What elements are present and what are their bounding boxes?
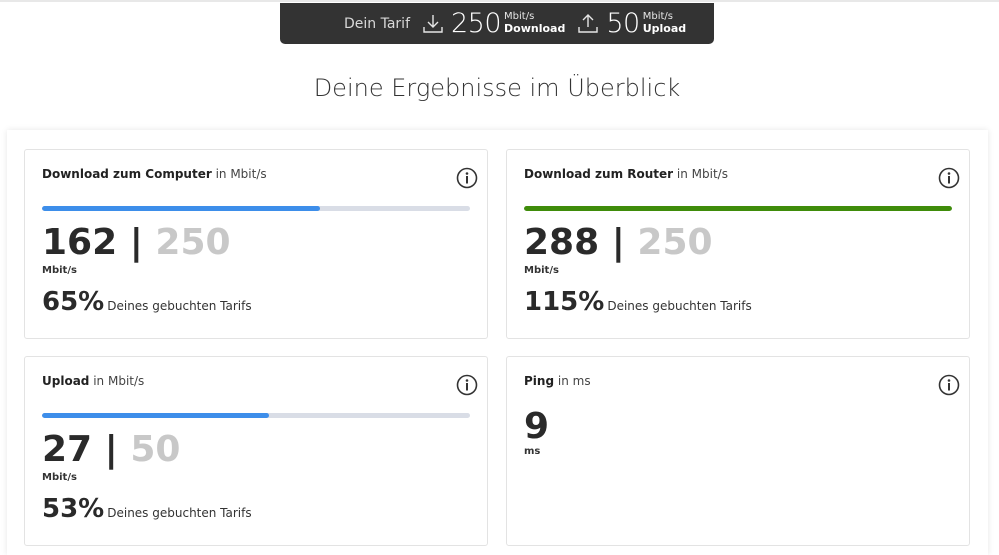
info-icon[interactable] <box>938 374 960 396</box>
card-title: Ping in ms <box>524 374 591 388</box>
tarif-bar: Dein Tarif 250 Mbit/s Download 50 Mbit/s… <box>280 3 714 44</box>
card-title-text: Ping <box>524 374 555 388</box>
card-title-text: Download zum Computer <box>42 167 212 181</box>
card-title-unit: in ms <box>557 374 591 388</box>
value-unit: Mbit/s <box>524 265 559 276</box>
tarif-upload-unit: Mbit/s <box>642 11 673 23</box>
page-title: Deine Ergebnisse im Überblick <box>313 74 681 102</box>
progress-track <box>42 413 470 418</box>
percent-text: Deines gebuchten Tarifs <box>607 299 752 313</box>
measured-value: 9 <box>524 406 550 447</box>
value-unit: Mbit/s <box>42 265 77 276</box>
info-icon[interactable] <box>456 167 478 189</box>
measured-value-line: 9 <box>524 409 549 445</box>
measured-value: 27 <box>42 429 93 470</box>
top-divider <box>0 0 999 2</box>
value-separator: | <box>129 222 143 263</box>
percent-value: 65% <box>42 287 105 317</box>
tarif-download-unit: Mbit/s <box>504 11 535 23</box>
tarif-max-value: 50 <box>130 429 181 470</box>
progress-fill <box>42 413 269 418</box>
tarif-upload-value: 50 <box>606 8 640 39</box>
card-title-text: Upload <box>42 374 90 388</box>
card-title-unit: in Mbit/s <box>215 167 267 181</box>
card-ping: Ping in ms 9 ms <box>506 356 970 546</box>
info-icon[interactable] <box>456 374 478 396</box>
card-title-text: Download zum Router <box>524 167 674 181</box>
percent-line: 65% Deines gebuchten Tarifs <box>42 287 252 317</box>
progress-track <box>524 206 952 211</box>
tarif-download-label: Download <box>504 21 566 35</box>
measured-value-line: 162 | 250 <box>42 225 231 261</box>
progress-fill <box>42 206 321 211</box>
tarif-max-value: 250 <box>155 222 231 263</box>
card-title-unit: in Mbit/s <box>93 374 145 388</box>
percent-line: 53% Deines gebuchten Tarifs <box>42 494 252 524</box>
measured-value-line: 288 | 250 <box>524 225 713 261</box>
measured-value: 162 <box>42 222 118 263</box>
value-separator: | <box>104 429 118 470</box>
percent-text: Deines gebuchten Tarifs <box>107 299 252 313</box>
results-panel: Download zum Computer in Mbit/s 162 | 25… <box>7 130 988 555</box>
tarif-upload-unit-block: Mbit/s Upload <box>643 12 686 34</box>
card-download-router: Download zum Router in Mbit/s 288 | 250 … <box>506 149 970 339</box>
percent-value: 53% <box>42 494 105 524</box>
measured-value-line: 27 | 50 <box>42 432 180 468</box>
upload-icon <box>577 13 599 35</box>
tarif-download-value: 250 <box>451 8 502 39</box>
value-separator: | <box>611 222 625 263</box>
percent-text: Deines gebuchten Tarifs <box>107 506 252 520</box>
card-upload: Upload in Mbit/s 27 | 50 Mbit/s 53% Deine… <box>24 356 488 546</box>
value-unit: Mbit/s <box>42 472 77 483</box>
card-title-unit: in Mbit/s <box>676 167 728 181</box>
download-icon <box>422 13 444 35</box>
card-title: Download zum Computer in Mbit/s <box>42 167 267 181</box>
progress-track <box>42 206 470 211</box>
value-unit: ms <box>524 446 541 457</box>
tarif-download-unit-block: Mbit/s Download <box>504 12 565 34</box>
measured-value: 288 <box>524 222 600 263</box>
tarif-max-value: 250 <box>637 222 713 263</box>
tarif-label: Dein Tarif <box>344 15 410 32</box>
progress-fill <box>524 206 952 211</box>
percent-line: 115% Deines gebuchten Tarifs <box>524 287 752 317</box>
card-title: Download zum Router in Mbit/s <box>524 167 728 181</box>
tarif-upload-label: Upload <box>642 21 687 35</box>
card-title: Upload in Mbit/s <box>42 374 144 388</box>
card-download-computer: Download zum Computer in Mbit/s 162 | 25… <box>24 149 488 339</box>
info-icon[interactable] <box>938 167 960 189</box>
percent-value: 115% <box>524 287 605 317</box>
